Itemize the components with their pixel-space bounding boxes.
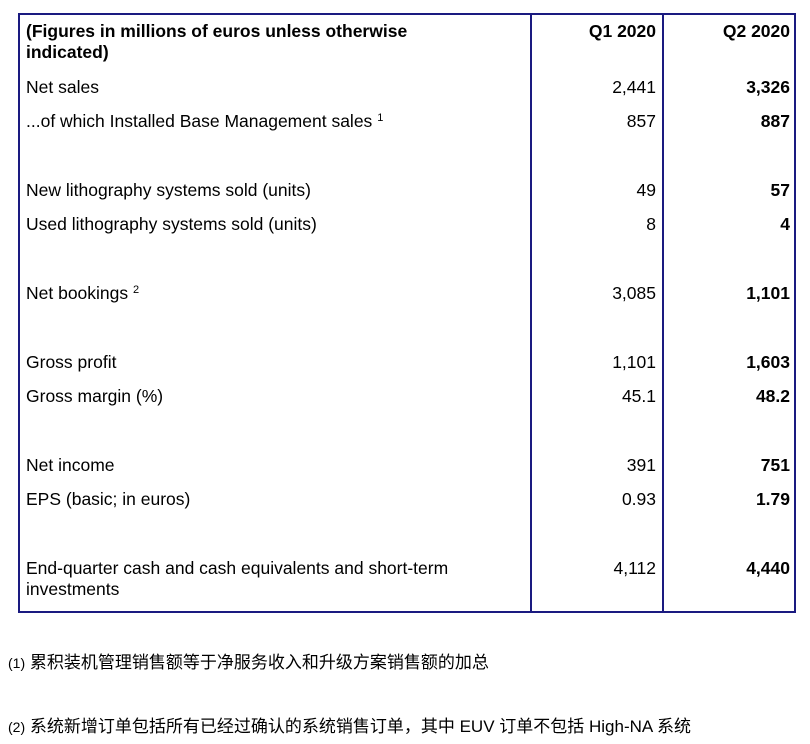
row-label: Used lithography systems sold (units) <box>26 214 317 234</box>
footnote-ref: 1 <box>377 112 384 124</box>
footnote-1: (1) 累积装机管理销售额等于净服务收入和升级方案销售额的加总 <box>8 653 489 672</box>
header-label: (Figures in millions of euros unless oth… <box>26 21 408 62</box>
row-label: EPS (basic; in euros) <box>26 489 191 509</box>
q2-value: 751 <box>760 455 790 475</box>
q2-value: 1.79 <box>755 489 790 509</box>
footnote-2: (2) 系统新增订单包括所有已经过确认的系统销售订单，其中 EUV 订单不包括 … <box>8 717 692 736</box>
footnote-ref: 2 <box>133 284 140 296</box>
financial-summary-table: (Figures in millions of euros unless oth… <box>18 13 796 613</box>
q1-value: 8 <box>646 214 656 234</box>
q1-value: 0.93 <box>621 489 656 509</box>
q2-value: 1,603 <box>746 352 790 372</box>
q2-value: 48.2 <box>755 386 790 406</box>
row-label: End-quarter cash and cash equivalents an… <box>26 558 449 599</box>
q1-value: 3,085 <box>612 283 656 303</box>
q2-value: 887 <box>760 111 790 131</box>
header-q2: Q2 2020 <box>722 21 790 41</box>
q1-value: 4,112 <box>613 558 657 578</box>
q1-value: 1,101 <box>612 352 656 372</box>
row-label: Gross profit <box>26 352 117 372</box>
q2-value: 57 <box>770 180 790 200</box>
q2-value: 1,101 <box>746 283 790 303</box>
row-label: Gross margin (%) <box>26 386 164 406</box>
q1-value: 45.1 <box>621 386 656 406</box>
q1-value: 49 <box>636 180 656 200</box>
q1-value: 391 <box>626 455 656 475</box>
column-divider <box>530 15 532 611</box>
q2-value: 3,326 <box>746 77 790 97</box>
q1-value: 2,441 <box>612 77 656 97</box>
header-q1: Q1 2020 <box>588 21 656 41</box>
column-divider <box>662 15 664 611</box>
q1-value: 857 <box>626 111 656 131</box>
q2-value: 4,440 <box>746 558 790 578</box>
row-label: ...of which Installed Base Management sa… <box>26 111 384 131</box>
q2-value: 4 <box>780 214 790 234</box>
row-label: Net bookings 2 <box>26 283 140 303</box>
row-label: Net income <box>26 455 115 475</box>
row-label: Net sales <box>26 77 99 97</box>
row-label: New lithography systems sold (units) <box>26 180 311 200</box>
